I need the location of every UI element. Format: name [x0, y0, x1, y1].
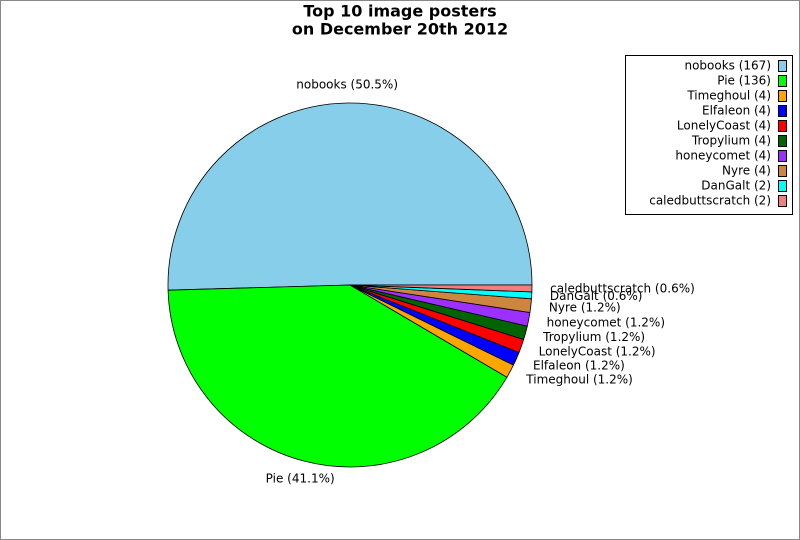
legend-swatch [778, 195, 787, 207]
legend-label: Elfaleon (4) [702, 104, 771, 118]
legend-swatch [778, 120, 787, 132]
slice-label: Tropylium (1.2%) [542, 330, 645, 344]
chart-title: on December 20th 2012 [292, 20, 508, 39]
pie-slice [167, 102, 533, 291]
legend-swatch [778, 165, 787, 177]
pie-slice [349, 284, 533, 293]
legend-label: Pie (136) [717, 74, 771, 88]
pie-slice [167, 284, 508, 468]
slice-label: nobooks (50.5%) [296, 77, 398, 91]
legend-swatch [778, 150, 787, 162]
slice-label: Elfaleon (1.2%) [533, 359, 625, 373]
slice-label: Pie (41.1%) [266, 471, 335, 485]
legend-swatch [778, 75, 787, 87]
legend-label: LonelyCoast (4) [677, 119, 771, 133]
slice-label: Nyre (1.2%) [549, 300, 621, 314]
legend-box [625, 55, 793, 215]
legend-swatch [778, 60, 787, 72]
slice-label: LonelyCoast (1.2%) [539, 345, 656, 359]
legend-label: Nyre (4) [722, 164, 771, 178]
legend-label: Tropylium (4) [691, 134, 771, 148]
legend-swatch [778, 135, 787, 147]
legend-label: Timeghoul (4) [686, 89, 771, 103]
slice-label: honeycomet (1.2%) [547, 315, 665, 329]
legend-swatch [778, 105, 787, 117]
legend-swatch [778, 90, 787, 102]
chart-title: Top 10 image posters [303, 2, 496, 21]
slice-label: Timeghoul (1.2%) [525, 372, 633, 386]
legend-label: honeycomet (4) [675, 149, 771, 163]
slice-label: DanGalt (0.6%) [550, 289, 643, 303]
slice-label: caledbuttscratch (0.6%) [550, 281, 695, 295]
legend-label: caledbuttscratch (2) [649, 194, 771, 208]
legend-swatch [778, 180, 787, 192]
legend-label: nobooks (167) [684, 59, 771, 73]
legend-label: DanGalt (2) [701, 179, 771, 193]
